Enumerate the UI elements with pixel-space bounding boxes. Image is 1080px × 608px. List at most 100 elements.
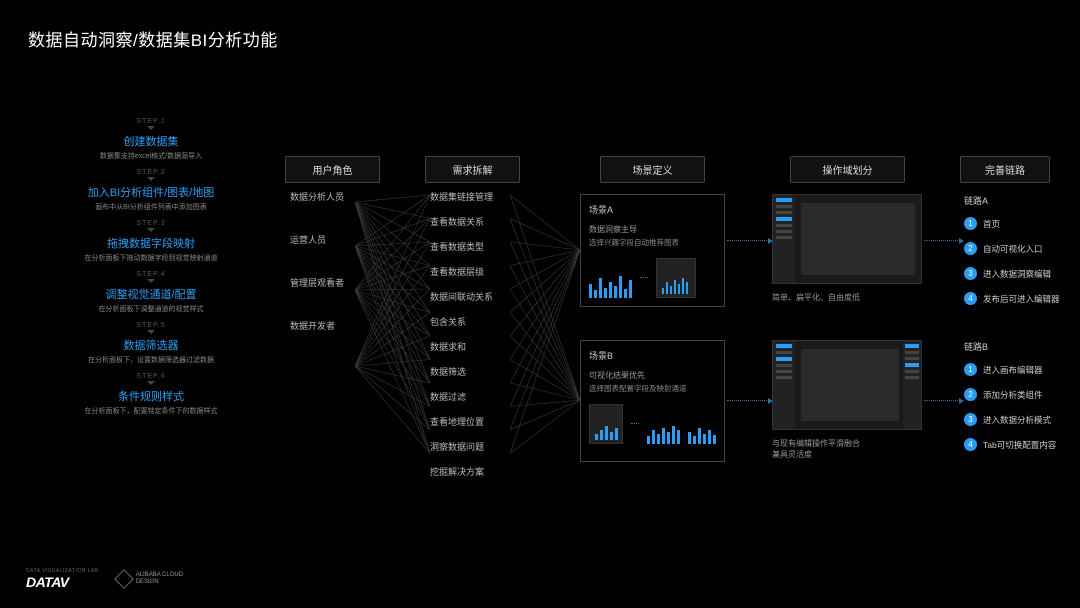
chain-number-badge: 4 [964,438,977,451]
chain-item: 1首页 [964,217,1074,230]
demand-column: 数据集链接管理查看数据关系查看数据类型查看数据层级数据间联动关系包含关系数据求和… [430,190,530,490]
chain-number-badge: 3 [964,413,977,426]
col-head-ops: 操作域划分 [790,156,905,183]
chain-item: 1 进入画布编辑器 [964,363,1074,376]
chain-text: Tab可切换配置内容 [983,439,1056,451]
chain-item: 2添加分析类组件 [964,388,1074,401]
col-head-demand: 需求拆解 [425,156,520,183]
chain-number-badge: 1 [964,217,977,230]
scene-a-l2: 选择兴趣字段自动推荐图表 [589,238,716,248]
step-title: 拖拽数据字段映射 [46,235,256,251]
chevron-down-icon [147,228,155,232]
bar [693,436,696,444]
chain-text: 发布后可进入编辑器 [983,293,1060,305]
step-desc: 在分析面板下，配置特定条件下的数据样式 [46,407,256,416]
bar [615,428,618,440]
chevron-down-icon [147,126,155,130]
bar [600,430,603,440]
chain-text: 进入数据分析模式 [983,414,1051,426]
scene-b-box: 场景B 可视化结果优先 选择图表配置字段及映射通道 [580,340,725,462]
col-head-scene: 场景定义 [600,156,705,183]
step-desc: 在分析面板下调整通道的视觉样式 [46,305,256,314]
bar [647,436,650,444]
step-block: STEP.2加入BI分析组件/图表/地图画布中从BI分析组件列表中添加图表 [46,169,256,212]
bar [604,288,607,298]
connector-arrow [727,240,769,241]
diamond-icon [114,569,134,589]
role-item: 管理层观看者 [290,276,380,289]
step-number: STEP.3 [46,220,256,227]
chain-item: 2自动可视化入口 [964,242,1074,255]
bar [666,282,668,294]
connector-arrow [727,400,769,401]
step-block: STEP.1创建数据集数据集支持excel格式/数据源导入 [46,118,256,161]
bar [703,434,706,444]
scene-b-l2: 选择图表配置字段及映射通道 [589,384,716,394]
bar [682,278,684,294]
mockup-a [772,194,922,284]
step-number: STEP.5 [46,322,256,329]
step-desc: 在分析面板下，设置数据筛选器过滤数据 [46,356,256,365]
mini-panel [656,258,696,298]
bar [605,426,608,440]
bar [610,432,613,440]
step-block: STEP.4调整视觉通道/配置在分析面板下调整通道的视觉样式 [46,271,256,314]
roles-column: 数据分析人员运营人员管理层观看者数据开发者 [290,190,380,362]
chain-a: 链路A 1首页 2自动可视化入口 3 进入数据洞察编辑 4发布后可进入编辑器 [964,194,1074,317]
step-desc: 数据集支持excel格式/数据源导入 [46,152,256,161]
bar [698,428,701,444]
scene-a-label: 场景A [589,203,716,216]
mini-panel [589,404,623,444]
step-block: STEP.6条件规则样式在分析面板下，配置特定条件下的数据样式 [46,373,256,416]
chain-a-label: 链路A [964,194,1074,207]
bar [594,290,597,298]
bar [609,282,612,298]
step-number: STEP.1 [46,118,256,125]
bar [667,432,670,444]
col-head-chain: 完善链路 [960,156,1050,183]
bar [670,286,672,294]
step-number: STEP.6 [46,373,256,380]
chain-text: 自动可视化入口 [983,243,1043,255]
chain-item: 3 进入数据洞察编辑 [964,267,1074,280]
demand-item: 查看数据类型 [430,240,530,253]
bar [688,432,691,444]
step-desc: 画布中从BI分析组件列表中添加图表 [46,203,256,212]
chain-text: 进入画布编辑器 [983,364,1043,376]
bar [674,280,676,294]
role-item: 数据分析人员 [290,190,380,203]
connector-arrow [924,240,960,241]
logo-datav: DATA VISUALIZATION LAB DATAV [26,568,99,590]
connector-arrow [924,400,960,401]
bar [619,276,622,298]
bar [678,284,680,294]
chain-item: 4发布后可进入编辑器 [964,292,1074,305]
scene-b-label: 场景B [589,349,716,362]
chain-text: 进入数据洞察编辑 [983,268,1051,280]
chain-item: 3 进入数据分析模式 [964,413,1074,426]
bars-group [647,426,680,444]
bar [589,284,592,298]
bar [713,435,716,444]
chain-text: 添加分析类组件 [983,389,1043,401]
bar [629,280,632,298]
chain-number-badge: 1 [964,363,977,376]
page-title: 数据自动洞察/数据集BI分析功能 [28,26,278,51]
demand-item: 查看数据层级 [430,265,530,278]
bars-group [688,428,716,444]
bar [624,289,627,298]
chain-number-badge: 3 [964,267,977,280]
bar [686,282,688,294]
bar [599,278,602,298]
demand-item: 查看地理位置 [430,415,530,428]
scene-a-l1: 数据洞察主导 [589,224,716,235]
chain-item: 4 Tab可切换配置内容 [964,438,1074,451]
bar [672,426,675,444]
bar [657,434,660,444]
step-desc: 在分析面板下拖动数据字段到视觉映射通道 [46,254,256,263]
logo-alibaba-cloud: ALIBABA CLOUD DESIGN [117,572,183,586]
bar [677,430,680,444]
demand-item: 查看数据关系 [430,215,530,228]
role-item: 数据开发者 [290,319,380,332]
step-title: 数据筛选器 [46,337,256,353]
